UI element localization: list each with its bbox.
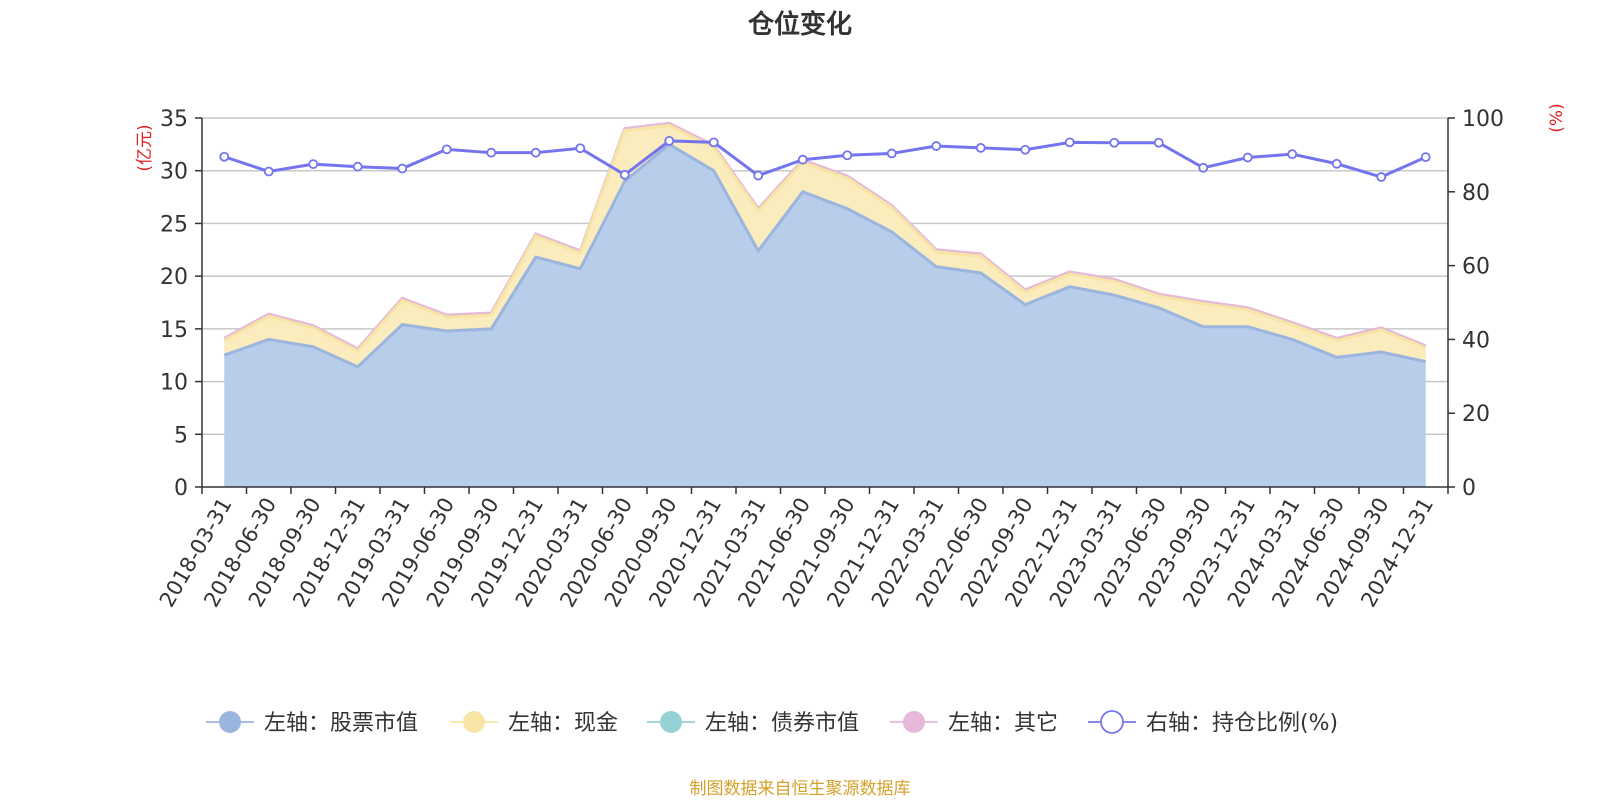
ratio-point — [753, 170, 764, 181]
ratio-point — [1331, 158, 1342, 169]
legend-label: 左轴：债券市值 — [705, 711, 859, 736]
ratio-point — [1242, 152, 1253, 163]
right-axis-tick-label: 60 — [1462, 255, 1490, 280]
ratio-point — [931, 141, 942, 151]
right-axis-tick-label: 20 — [1462, 402, 1490, 427]
ratio-point — [1064, 137, 1075, 148]
ratio-point — [1376, 172, 1387, 182]
legend-label: 左轴：其它 — [948, 711, 1058, 736]
legend-item: 右轴：持仓比例(%) — [1088, 710, 1338, 736]
ratio-point — [263, 166, 274, 177]
legend-marker — [903, 711, 925, 733]
left-axis-tick-label: 25 — [160, 212, 188, 237]
legend-label: 右轴：持仓比例(%) — [1146, 711, 1338, 736]
area-outline — [223, 121, 1427, 351]
area-outline — [223, 142, 1427, 369]
ratio-point — [1198, 162, 1209, 173]
legend-marker-hollow — [1100, 710, 1124, 734]
ratio-point — [486, 147, 497, 158]
left-axis-tick-label: 30 — [160, 160, 188, 185]
ratio-point — [397, 163, 408, 174]
ratio-point — [352, 161, 363, 172]
ratio-line — [223, 139, 1427, 179]
legend-marker — [463, 711, 485, 733]
legend-marker — [219, 711, 241, 733]
left-axis-tick-label: 5 — [174, 423, 188, 448]
legend-item: 左轴：其它 — [890, 711, 1058, 736]
area-fill — [224, 125, 1426, 367]
ratio-point — [308, 159, 319, 170]
data-source-note: 制图数据来自恒生聚源数据库 — [690, 779, 911, 799]
legend-label: 左轴：股票市值 — [264, 711, 418, 736]
ratio-point — [842, 150, 853, 161]
left-axis-tick-label: 35 — [160, 107, 188, 132]
ratio-point — [1287, 149, 1298, 160]
area-outline — [223, 123, 1427, 353]
left-axis-tick-label: 0 — [174, 476, 188, 501]
left-axis-tick-label: 10 — [160, 371, 188, 396]
ratio-point — [975, 142, 986, 153]
left-axis-unit: (亿元) — [135, 124, 155, 171]
right-axis-tick-label: 40 — [1462, 328, 1490, 353]
ratio-point — [1420, 152, 1431, 163]
ratio-point — [530, 147, 541, 158]
legend-item: 左轴：现金 — [450, 711, 618, 736]
left-axis-tick-label: 15 — [160, 318, 188, 343]
ratio-point — [575, 143, 586, 154]
ratio-point — [1153, 137, 1164, 148]
left-axis-tick-label: 20 — [160, 265, 188, 290]
legend: 左轴：股票市值 左轴：现金 左轴：债券市值 左轴：其它 右轴：持仓比例(%) — [206, 710, 1338, 736]
ratio-point — [619, 169, 630, 180]
ratio-point — [708, 137, 719, 148]
legend-item: 左轴：股票市值 — [206, 711, 418, 736]
ratio-point — [664, 135, 675, 146]
area-fill — [224, 144, 1426, 487]
ratio-point — [441, 144, 452, 155]
ratio-point — [886, 148, 897, 159]
ratio-line-series — [219, 135, 1431, 182]
right-axis-tick-label: 80 — [1462, 181, 1490, 206]
ratio-point — [797, 154, 808, 165]
legend-item: 左轴：债券市值 — [647, 711, 859, 736]
right-axis-tick-label: 0 — [1462, 476, 1476, 501]
right-axis-unit: (%) — [1547, 103, 1567, 132]
ratio-point — [1109, 137, 1120, 148]
ratio-point — [1020, 144, 1031, 155]
area-series — [223, 121, 1427, 487]
chart-title: 仓位变化 — [747, 9, 852, 40]
legend-marker — [660, 711, 682, 733]
ratio-point — [219, 151, 230, 162]
legend-label: 左轴：现金 — [508, 711, 618, 736]
right-axis-tick-label: 100 — [1462, 107, 1504, 132]
